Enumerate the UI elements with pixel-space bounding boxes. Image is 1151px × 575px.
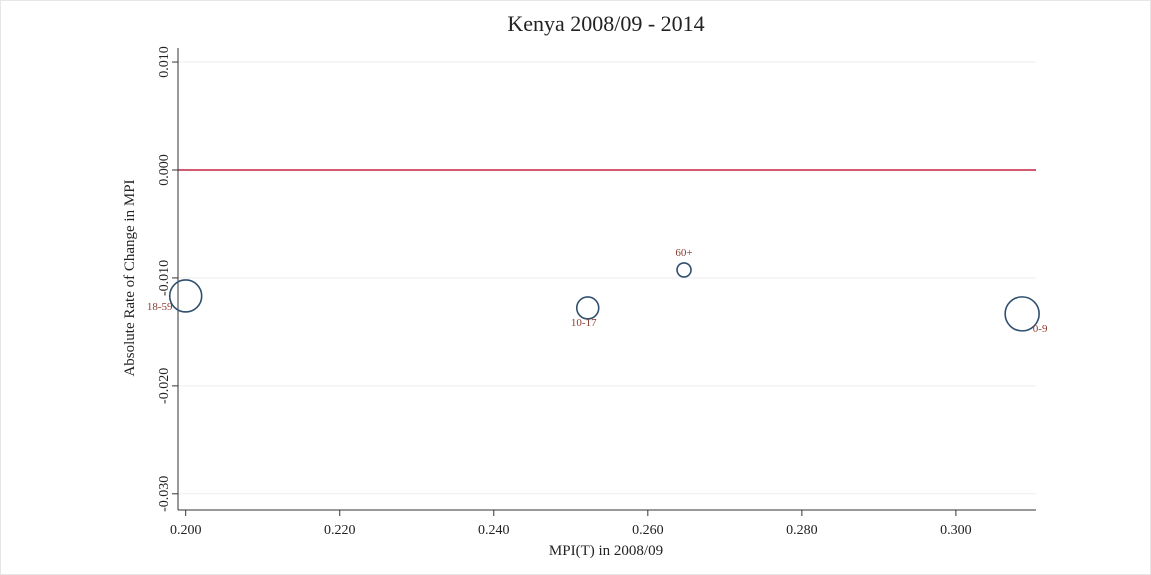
y-tick-label: -0.010 bbox=[157, 260, 172, 296]
chart-title: Kenya 2008/09 - 2014 bbox=[507, 11, 704, 36]
y-tick-label: -0.030 bbox=[157, 476, 172, 512]
x-tick-label: 0.200 bbox=[170, 523, 202, 538]
bubble bbox=[168, 279, 203, 313]
x-tick-label: 0.280 bbox=[786, 523, 818, 538]
y-tick-label: -0.020 bbox=[157, 368, 172, 404]
y-tick-label: 0.010 bbox=[157, 46, 172, 78]
y-tick-label: 0.000 bbox=[157, 154, 172, 186]
x-tick-label: 0.220 bbox=[324, 523, 356, 538]
y-axis-title: Absolute Rate of Change in MPI bbox=[122, 179, 138, 376]
bubble bbox=[676, 262, 692, 278]
point-label: 60+ bbox=[675, 247, 692, 259]
bubble bbox=[575, 296, 600, 320]
x-tick-label: 0.300 bbox=[940, 523, 972, 538]
x-tick-label: 0.240 bbox=[478, 523, 510, 538]
x-axis-title: MPI(T) in 2008/09 bbox=[549, 543, 663, 559]
bubble bbox=[1004, 296, 1040, 332]
x-tick-label: 0.260 bbox=[632, 523, 664, 538]
point-label: 10-17 bbox=[571, 317, 597, 329]
point-label: 0-9 bbox=[1033, 323, 1048, 335]
point-label: 18-59 bbox=[147, 301, 173, 313]
